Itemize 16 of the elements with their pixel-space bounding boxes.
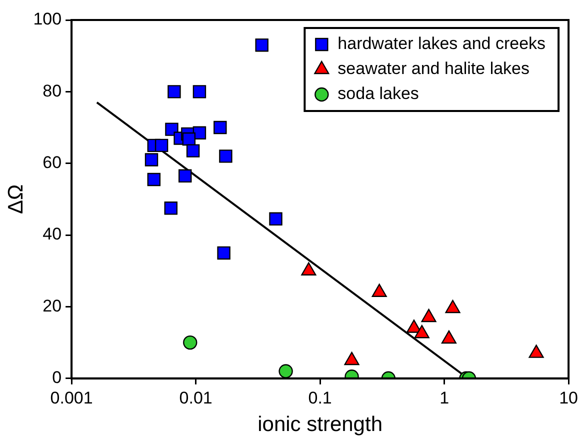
legend-label: seawater and halite lakes xyxy=(338,59,530,78)
x-tick-label: 1 xyxy=(440,388,450,408)
y-tick-label: 60 xyxy=(42,153,62,172)
x-tick-label: 0.001 xyxy=(50,388,93,408)
x-tick-label: 0.01 xyxy=(179,388,212,408)
y-tick-label: 20 xyxy=(42,296,62,316)
y-tick-label: 80 xyxy=(42,81,62,100)
y-tick-label: 40 xyxy=(42,224,62,244)
y-tick-label: 0 xyxy=(52,368,62,388)
x-tick-label: 0.1 xyxy=(308,388,332,408)
x-tick-label: 10 xyxy=(559,388,578,408)
x-axis-title: ionic strength xyxy=(258,413,383,436)
y-tick-label: 100 xyxy=(33,10,62,29)
legend-label: soda lakes xyxy=(338,84,419,104)
legend-label: hardwater lakes and creeks xyxy=(338,34,546,54)
y-axis-title: ΔΩ xyxy=(4,184,28,214)
